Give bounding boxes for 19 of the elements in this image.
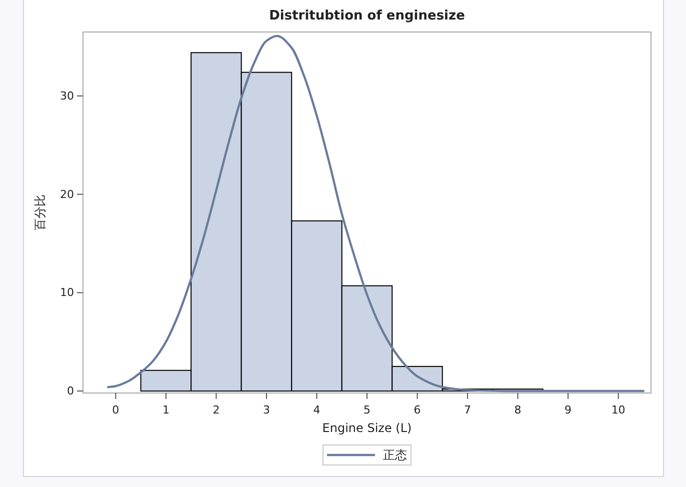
x-tick-label: 8 — [514, 404, 522, 416]
y-tick-label: 10 — [60, 286, 74, 300]
y-tick-label: 30 — [60, 89, 74, 102]
y-tick-label: 20 — [60, 188, 74, 201]
x-tick-label: 1 — [162, 404, 170, 416]
x-tick-label: 7 — [464, 404, 472, 416]
chart-title: Distritubtion of enginesize — [269, 8, 466, 24]
legend-label: 正态 — [383, 448, 407, 462]
x-tick-label: 6 — [414, 404, 421, 416]
x-tick-label: 2 — [212, 404, 220, 416]
x-tick-label: 0 — [112, 404, 120, 416]
x-axis-title: Engine Size (L) — [322, 421, 412, 435]
x-tick-label: 3 — [262, 404, 270, 416]
x-tick-label: 5 — [364, 404, 370, 416]
y-tick-label: 0 — [67, 384, 74, 398]
x-tick-label: 10 — [611, 404, 626, 416]
x-tick-label: 9 — [564, 404, 572, 416]
x-tick-label: 4 — [313, 404, 320, 416]
y-axis-title: 百分比 — [33, 194, 47, 230]
